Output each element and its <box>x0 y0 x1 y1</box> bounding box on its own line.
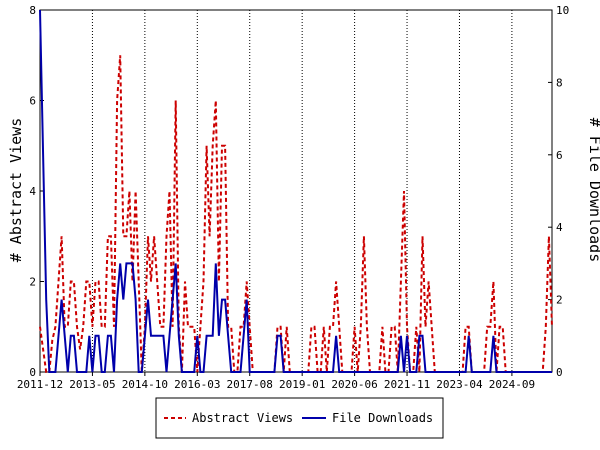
series-lines <box>39 9 553 373</box>
right-tick-label-0: 0 <box>556 366 563 379</box>
x-tick-label-0: 2011-12 <box>17 378 63 391</box>
left-tick-label-3: 6 <box>29 95 36 108</box>
right-tick-label-5: 10 <box>556 4 569 17</box>
series-line-file-downloads <box>39 9 552 373</box>
left-tick-label-4: 8 <box>29 4 36 17</box>
x-tick-label-2: 2014-10 <box>122 378 168 391</box>
legend-box <box>155 397 444 439</box>
x-tick-label-1: 2013-05 <box>69 378 115 391</box>
tick-labels: 0 2 4 6 8 0 2 4 6 8 10 2011-12 2013-05 2014-10 2016-03… <box>17 4 569 391</box>
x-tick-label-5: 2019-01 <box>279 378 325 391</box>
right-axis-title: # File Downloads <box>586 118 600 263</box>
x-tick-label-8: 2023-04 <box>436 378 483 391</box>
right-tick-label-3: 6 <box>556 149 563 162</box>
left-tick-label-0: 0 <box>29 366 36 379</box>
x-tick-label-3: 2016-03 <box>174 378 220 391</box>
x-tick-label-9: 2024-09 <box>489 378 535 391</box>
grid-lines <box>39 10 513 372</box>
right-tick-label-2: 4 <box>556 221 563 234</box>
legend: Abstract Views File Downloads <box>155 397 444 439</box>
left-tick-label-2: 4 <box>29 185 36 198</box>
right-tick-label-1: 2 <box>556 294 563 307</box>
x-tick-label-7: 2021-11 <box>384 378 430 391</box>
legend-label-file-downloads: File Downloads <box>332 411 433 425</box>
right-tick-label-4: 8 <box>556 76 563 89</box>
x-tick-label-6: 2020-06 <box>331 378 377 391</box>
left-tick-label-1: 2 <box>29 276 36 289</box>
x-tick-label-4: 2017-08 <box>227 378 273 391</box>
legend-label-abstract-views: Abstract Views <box>192 411 293 425</box>
left-axis-title: # Abstract Views <box>7 118 25 263</box>
